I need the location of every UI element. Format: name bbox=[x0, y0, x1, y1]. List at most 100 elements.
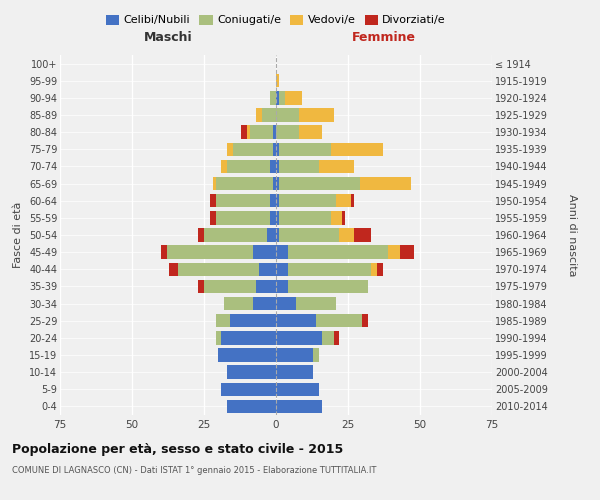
Bar bbox=[319, 160, 354, 173]
Bar bbox=[210, 211, 215, 224]
Bar bbox=[331, 142, 383, 156]
Bar bbox=[198, 228, 204, 241]
Bar bbox=[371, 262, 377, 276]
Bar bbox=[279, 142, 331, 156]
Bar bbox=[227, 142, 233, 156]
Bar bbox=[221, 160, 227, 173]
Bar bbox=[279, 211, 331, 224]
Bar bbox=[276, 126, 299, 139]
Text: Maschi: Maschi bbox=[143, 31, 193, 44]
Legend: Celibi/Nubili, Coniugati/e, Vedovi/e, Divorziati/e: Celibi/Nubili, Coniugati/e, Vedovi/e, Di… bbox=[101, 10, 451, 30]
Bar bbox=[270, 194, 276, 207]
Bar bbox=[204, 280, 256, 293]
Bar bbox=[342, 211, 345, 224]
Bar bbox=[262, 108, 276, 122]
Bar bbox=[287, 262, 371, 276]
Bar bbox=[276, 382, 319, 396]
Bar bbox=[276, 74, 279, 88]
Bar bbox=[276, 348, 313, 362]
Bar bbox=[316, 314, 362, 328]
Bar bbox=[241, 126, 247, 139]
Bar bbox=[354, 228, 371, 241]
Bar bbox=[204, 228, 268, 241]
Bar bbox=[198, 280, 204, 293]
Bar bbox=[256, 280, 276, 293]
Bar bbox=[279, 177, 359, 190]
Bar bbox=[215, 314, 230, 328]
Bar bbox=[313, 348, 319, 362]
Bar bbox=[273, 126, 276, 139]
Bar bbox=[270, 160, 276, 173]
Bar bbox=[276, 211, 279, 224]
Bar bbox=[276, 262, 287, 276]
Bar bbox=[276, 246, 287, 259]
Bar bbox=[253, 297, 276, 310]
Bar bbox=[215, 211, 270, 224]
Text: COMUNE DI LAGNASCO (CN) - Dati ISTAT 1° gennaio 2015 - Elaborazione TUTTITALIA.I: COMUNE DI LAGNASCO (CN) - Dati ISTAT 1° … bbox=[12, 466, 376, 475]
Bar bbox=[215, 194, 270, 207]
Bar bbox=[279, 91, 284, 104]
Bar bbox=[334, 331, 340, 344]
Bar bbox=[169, 262, 178, 276]
Bar bbox=[276, 314, 316, 328]
Bar bbox=[351, 194, 354, 207]
Bar bbox=[287, 280, 368, 293]
Bar bbox=[230, 314, 276, 328]
Bar bbox=[276, 194, 279, 207]
Bar bbox=[247, 126, 250, 139]
Bar bbox=[227, 400, 276, 413]
Bar bbox=[224, 297, 253, 310]
Bar bbox=[253, 246, 276, 259]
Bar bbox=[161, 246, 167, 259]
Bar bbox=[276, 160, 279, 173]
Bar bbox=[218, 348, 276, 362]
Bar bbox=[215, 177, 273, 190]
Bar bbox=[279, 160, 319, 173]
Y-axis label: Fasce di età: Fasce di età bbox=[13, 202, 23, 268]
Bar bbox=[268, 228, 276, 241]
Bar bbox=[178, 262, 259, 276]
Text: Popolazione per età, sesso e stato civile - 2015: Popolazione per età, sesso e stato civil… bbox=[12, 442, 343, 456]
Bar bbox=[279, 194, 337, 207]
Bar bbox=[221, 382, 276, 396]
Bar bbox=[273, 177, 276, 190]
Bar bbox=[276, 228, 279, 241]
Bar bbox=[322, 331, 334, 344]
Bar bbox=[210, 194, 215, 207]
Bar bbox=[215, 331, 221, 344]
Bar bbox=[331, 211, 342, 224]
Bar bbox=[233, 142, 273, 156]
Bar bbox=[276, 297, 296, 310]
Bar bbox=[287, 246, 388, 259]
Bar bbox=[388, 246, 400, 259]
Bar bbox=[377, 262, 383, 276]
Bar bbox=[284, 91, 302, 104]
Bar bbox=[276, 366, 313, 379]
Bar bbox=[227, 366, 276, 379]
Bar bbox=[270, 211, 276, 224]
Bar bbox=[276, 177, 279, 190]
Bar bbox=[167, 246, 253, 259]
Bar bbox=[276, 280, 287, 293]
Bar bbox=[270, 91, 276, 104]
Bar bbox=[250, 126, 273, 139]
Bar bbox=[256, 108, 262, 122]
Bar bbox=[276, 142, 279, 156]
Bar bbox=[276, 400, 322, 413]
Y-axis label: Anni di nascita: Anni di nascita bbox=[567, 194, 577, 276]
Bar bbox=[299, 108, 334, 122]
Bar bbox=[276, 108, 299, 122]
Bar bbox=[299, 126, 322, 139]
Bar bbox=[273, 142, 276, 156]
Bar bbox=[359, 177, 412, 190]
Bar bbox=[221, 331, 276, 344]
Text: Femmine: Femmine bbox=[352, 31, 416, 44]
Bar bbox=[259, 262, 276, 276]
Bar bbox=[227, 160, 270, 173]
Bar bbox=[276, 91, 279, 104]
Bar bbox=[212, 177, 215, 190]
Bar bbox=[400, 246, 414, 259]
Bar bbox=[362, 314, 368, 328]
Bar bbox=[340, 228, 354, 241]
Bar bbox=[276, 331, 322, 344]
